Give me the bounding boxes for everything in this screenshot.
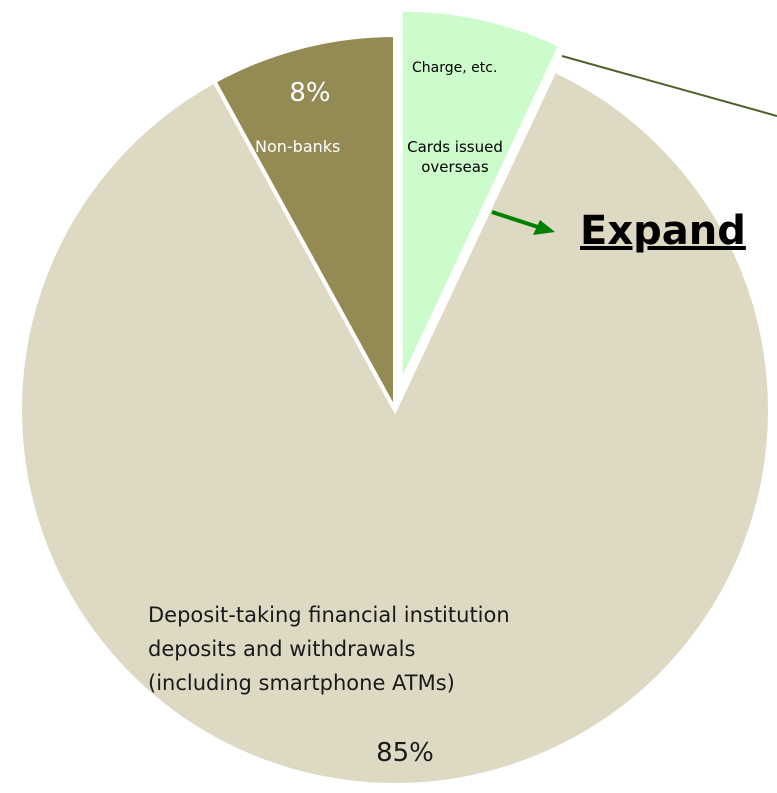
arrow-head (533, 220, 555, 235)
category-label: Cards issued overseas (407, 138, 503, 176)
pie-slice (18, 68, 772, 787)
annotation: Charge, etc. (412, 60, 498, 76)
value-label: 85% (376, 738, 434, 768)
annotation: Expand (580, 208, 746, 254)
pie-slice (211, 32, 397, 411)
category-label: Deposit-taking financial institution dep… (148, 603, 510, 695)
arrow-shaft (491, 210, 539, 229)
leader-line (561, 55, 777, 117)
category-label: Non-banks (255, 137, 341, 156)
value-label: 8% (289, 78, 331, 108)
pie-slice (398, 7, 564, 386)
